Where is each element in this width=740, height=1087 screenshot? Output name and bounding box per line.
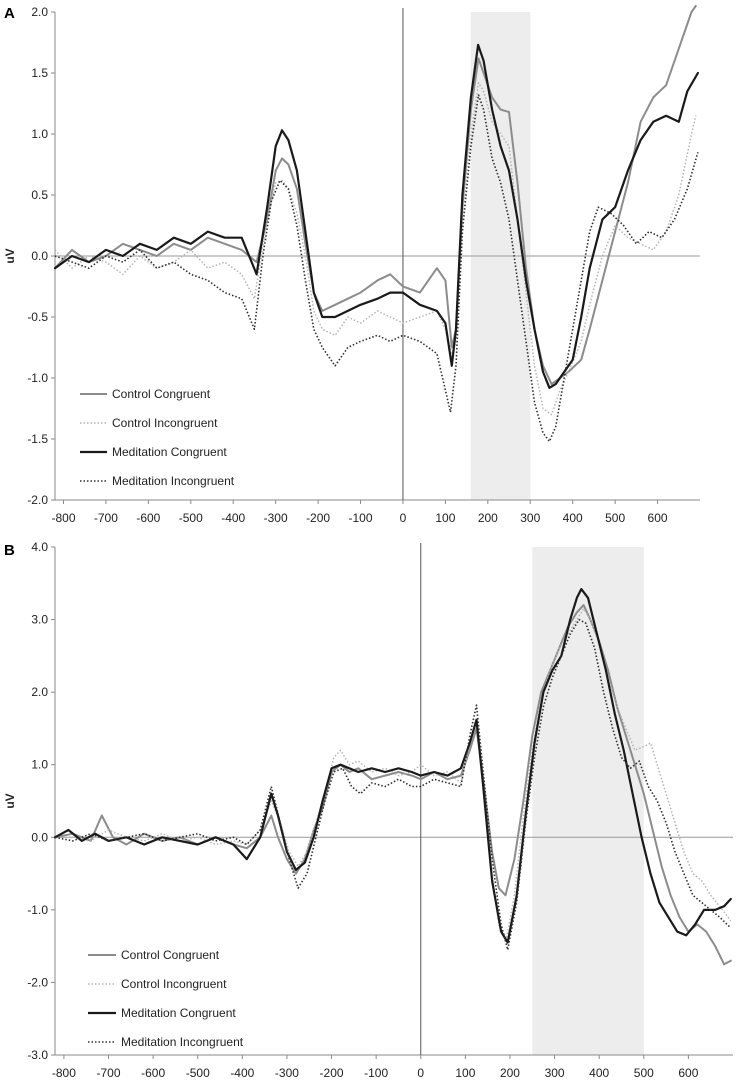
panel-letter: B — [4, 542, 15, 559]
x-tick-label: 200 — [478, 511, 498, 525]
x-tick-label: 400 — [563, 511, 583, 525]
legend-label: Control Incongruent — [112, 416, 218, 430]
x-tick-label: -300 — [264, 511, 288, 525]
y-tick-label: 3.0 — [31, 613, 48, 627]
y-axis-label: uV — [3, 248, 17, 263]
x-tick-label: -400 — [221, 511, 245, 525]
x-tick-label: 100 — [435, 511, 455, 525]
y-tick-label: -1.0 — [27, 371, 48, 385]
legend-label: Control Congruent — [121, 948, 220, 962]
y-tick-label: 2.0 — [31, 5, 48, 19]
x-tick-label: 100 — [455, 1066, 475, 1080]
y-tick-label: 1.0 — [31, 127, 48, 141]
panel-b: -3.0 -2.0 -1.0 0.0 1.0 2.0 3.0 4.0 -800 -700 -600 -… — [3, 540, 733, 1080]
x-tick-label: 600 — [678, 1066, 698, 1080]
analysis-window-shade — [532, 547, 644, 1055]
series-line-control-incongruent — [54, 82, 697, 416]
series-line-meditation-incongruent — [54, 94, 699, 443]
panel-letter: A — [4, 5, 15, 22]
legend-label: Meditation Congruent — [112, 445, 227, 459]
series-line-control-congruent — [54, 4, 697, 386]
x-tick-label: -700 — [94, 511, 118, 525]
x-tick-label: 300 — [545, 1066, 565, 1080]
x-tick-label: 0 — [400, 511, 407, 525]
x-tick-label: -600 — [136, 511, 160, 525]
x-tick-label: 600 — [648, 511, 668, 525]
y-tick-label: -0.5 — [27, 310, 48, 324]
x-tick-label: -800 — [51, 511, 75, 525]
x-tick-label: -800 — [52, 1066, 76, 1080]
y-tick-label: 0.0 — [31, 830, 48, 844]
x-tick-label: 400 — [589, 1066, 609, 1080]
y-tick-label: -2.0 — [27, 493, 48, 507]
x-tick-label: 200 — [500, 1066, 520, 1080]
y-tick-label: -2.0 — [27, 975, 48, 989]
y-axis-label: uV — [3, 793, 17, 808]
y-tick-label: -1.0 — [27, 903, 48, 917]
y-tick-label: -1.5 — [27, 432, 48, 446]
x-tick-label: -400 — [230, 1066, 254, 1080]
x-tick-label: 500 — [634, 1066, 654, 1080]
x-tick-label: -300 — [275, 1066, 299, 1080]
x-tick-label: 0 — [417, 1066, 424, 1080]
x-tick-label: 500 — [605, 511, 625, 525]
legend-label: Meditation Incongruent — [121, 1035, 244, 1049]
x-tick-label: -100 — [364, 1066, 388, 1080]
y-tick-label: 0.5 — [31, 188, 48, 202]
legend-label: Meditation Incongruent — [112, 474, 235, 488]
legend-label: Control Congruent — [112, 387, 211, 401]
series-line-meditation-congruent — [53, 588, 732, 944]
series-line-meditation-incongruent — [54, 618, 732, 951]
series-line-meditation-congruent — [53, 43, 699, 389]
x-tick-label: -200 — [320, 1066, 344, 1080]
x-tick-label: -600 — [141, 1066, 165, 1080]
panel-a: -2.0 -1.5 -1.0 -0.5 0.0 0.5 1.0 1.5 2.0 -800 -700 -… — [3, 4, 700, 525]
y-tick-label: 1.5 — [31, 66, 48, 80]
x-tick-label: -200 — [306, 511, 330, 525]
y-tick-label: 4.0 — [31, 540, 48, 554]
x-tick-label: -100 — [349, 511, 373, 525]
y-tick-label: 1.0 — [31, 758, 48, 772]
y-tick-label: 0.0 — [31, 249, 48, 263]
x-tick-label: -500 — [186, 1066, 210, 1080]
legend-label: Meditation Congruent — [121, 1006, 236, 1020]
x-tick-label: -500 — [179, 511, 203, 525]
x-tick-label: -700 — [97, 1066, 121, 1080]
legend-label: Control Incongruent — [121, 977, 227, 991]
y-tick-label: -3.0 — [27, 1048, 48, 1062]
x-tick-label: 300 — [520, 511, 540, 525]
series-line-control-incongruent — [55, 607, 732, 940]
y-tick-label: 2.0 — [31, 685, 48, 699]
